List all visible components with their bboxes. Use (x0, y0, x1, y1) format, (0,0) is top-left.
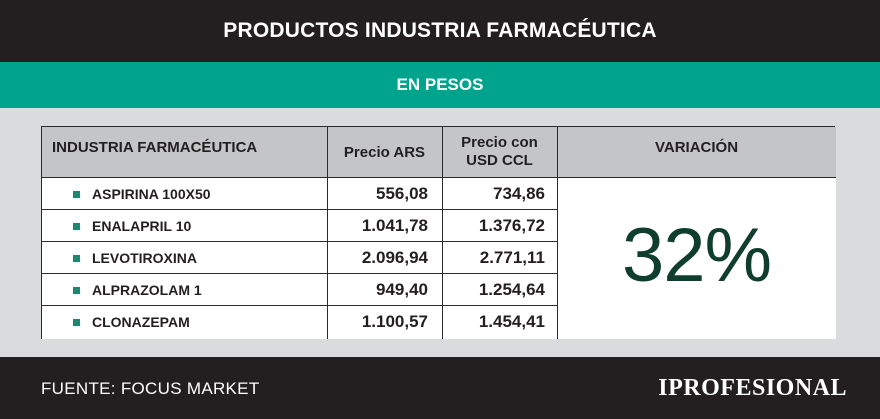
column-header-industry: INDUSTRIA FARMACÉUTICA (42, 127, 327, 177)
column-header-price-usd-ccl: Precio con USD CCL (442, 127, 557, 177)
divider (42, 209, 557, 210)
variation-value: 32% (621, 212, 772, 298)
price-usd-ccl: 1.454,41 (478, 311, 545, 331)
product-cell: CLONAZEPAM (42, 306, 327, 337)
bullet-icon (73, 223, 80, 230)
price-ars: 556,08 (376, 183, 428, 203)
divider (557, 177, 836, 178)
divider (327, 127, 328, 339)
product-cell: ALPRAZOLAM 1 (42, 274, 327, 305)
table-row: LEVOTIROXINA 2.096,94 2.771,11 (42, 242, 557, 274)
divider (442, 127, 443, 339)
product-cell: ASPIRINA 100X50 (42, 178, 327, 209)
table-row: ALPRAZOLAM 1 949,40 1.254,64 (42, 274, 557, 306)
page-title: PRODUCTOS INDUSTRIA FARMACÉUTICA (223, 19, 657, 42)
price-ars: 949,40 (376, 279, 428, 299)
column-header-price-usd-ccl-label: Precio con USD CCL (461, 134, 538, 169)
divider (42, 273, 557, 274)
divider (42, 241, 557, 242)
footer-bar: FUENTE: FOCUS MARKET IPROFESIONAL (0, 357, 880, 419)
product-cell: LEVOTIROXINA (42, 242, 327, 273)
price-ars: 1.041,78 (361, 215, 428, 235)
bullet-icon (73, 287, 80, 294)
price-ars: 2.096,94 (361, 247, 428, 267)
divider (42, 305, 557, 306)
price-ars: 1.100,57 (361, 311, 428, 331)
product-name: CLONAZEPAM (92, 313, 190, 330)
price-table: INDUSTRIA FARMACÉUTICA Precio ARS Precio… (41, 126, 836, 339)
subtitle-bar: EN PESOS (0, 62, 880, 108)
table-row: CLONAZEPAM 1.100,57 1.454,41 (42, 306, 557, 339)
brand-logo: IPROFESIONAL (658, 375, 847, 401)
bullet-icon (73, 319, 80, 326)
price-usd-ccl: 2.771,11 (479, 247, 545, 267)
price-usd-ccl: 734,86 (493, 183, 545, 203)
bullet-icon (73, 255, 80, 262)
price-usd-ccl: 1.376,72 (478, 215, 545, 235)
column-header-price-ars: Precio ARS (327, 127, 442, 177)
divider (557, 127, 558, 339)
product-cell: ENALAPRIL 10 (42, 210, 327, 241)
product-name: ASPIRINA 100X50 (92, 185, 211, 202)
column-header-variation: VARIACIÓN (557, 127, 836, 177)
table-row: ASPIRINA 100X50 556,08 734,86 (42, 178, 557, 210)
product-name: ENALAPRIL 10 (92, 217, 192, 234)
bullet-icon (73, 191, 80, 198)
table-row: ENALAPRIL 10 1.041,78 1.376,72 (42, 210, 557, 242)
product-name: ALPRAZOLAM 1 (92, 281, 202, 298)
source-label: FUENTE: FOCUS MARKET (41, 379, 260, 398)
variation-cell: 32% (557, 177, 836, 339)
product-name: LEVOTIROXINA (92, 249, 198, 266)
title-bar: PRODUCTOS INDUSTRIA FARMACÉUTICA (0, 0, 880, 62)
page-subtitle: EN PESOS (396, 75, 484, 94)
divider (42, 177, 557, 178)
price-usd-ccl: 1.254,64 (478, 279, 545, 299)
